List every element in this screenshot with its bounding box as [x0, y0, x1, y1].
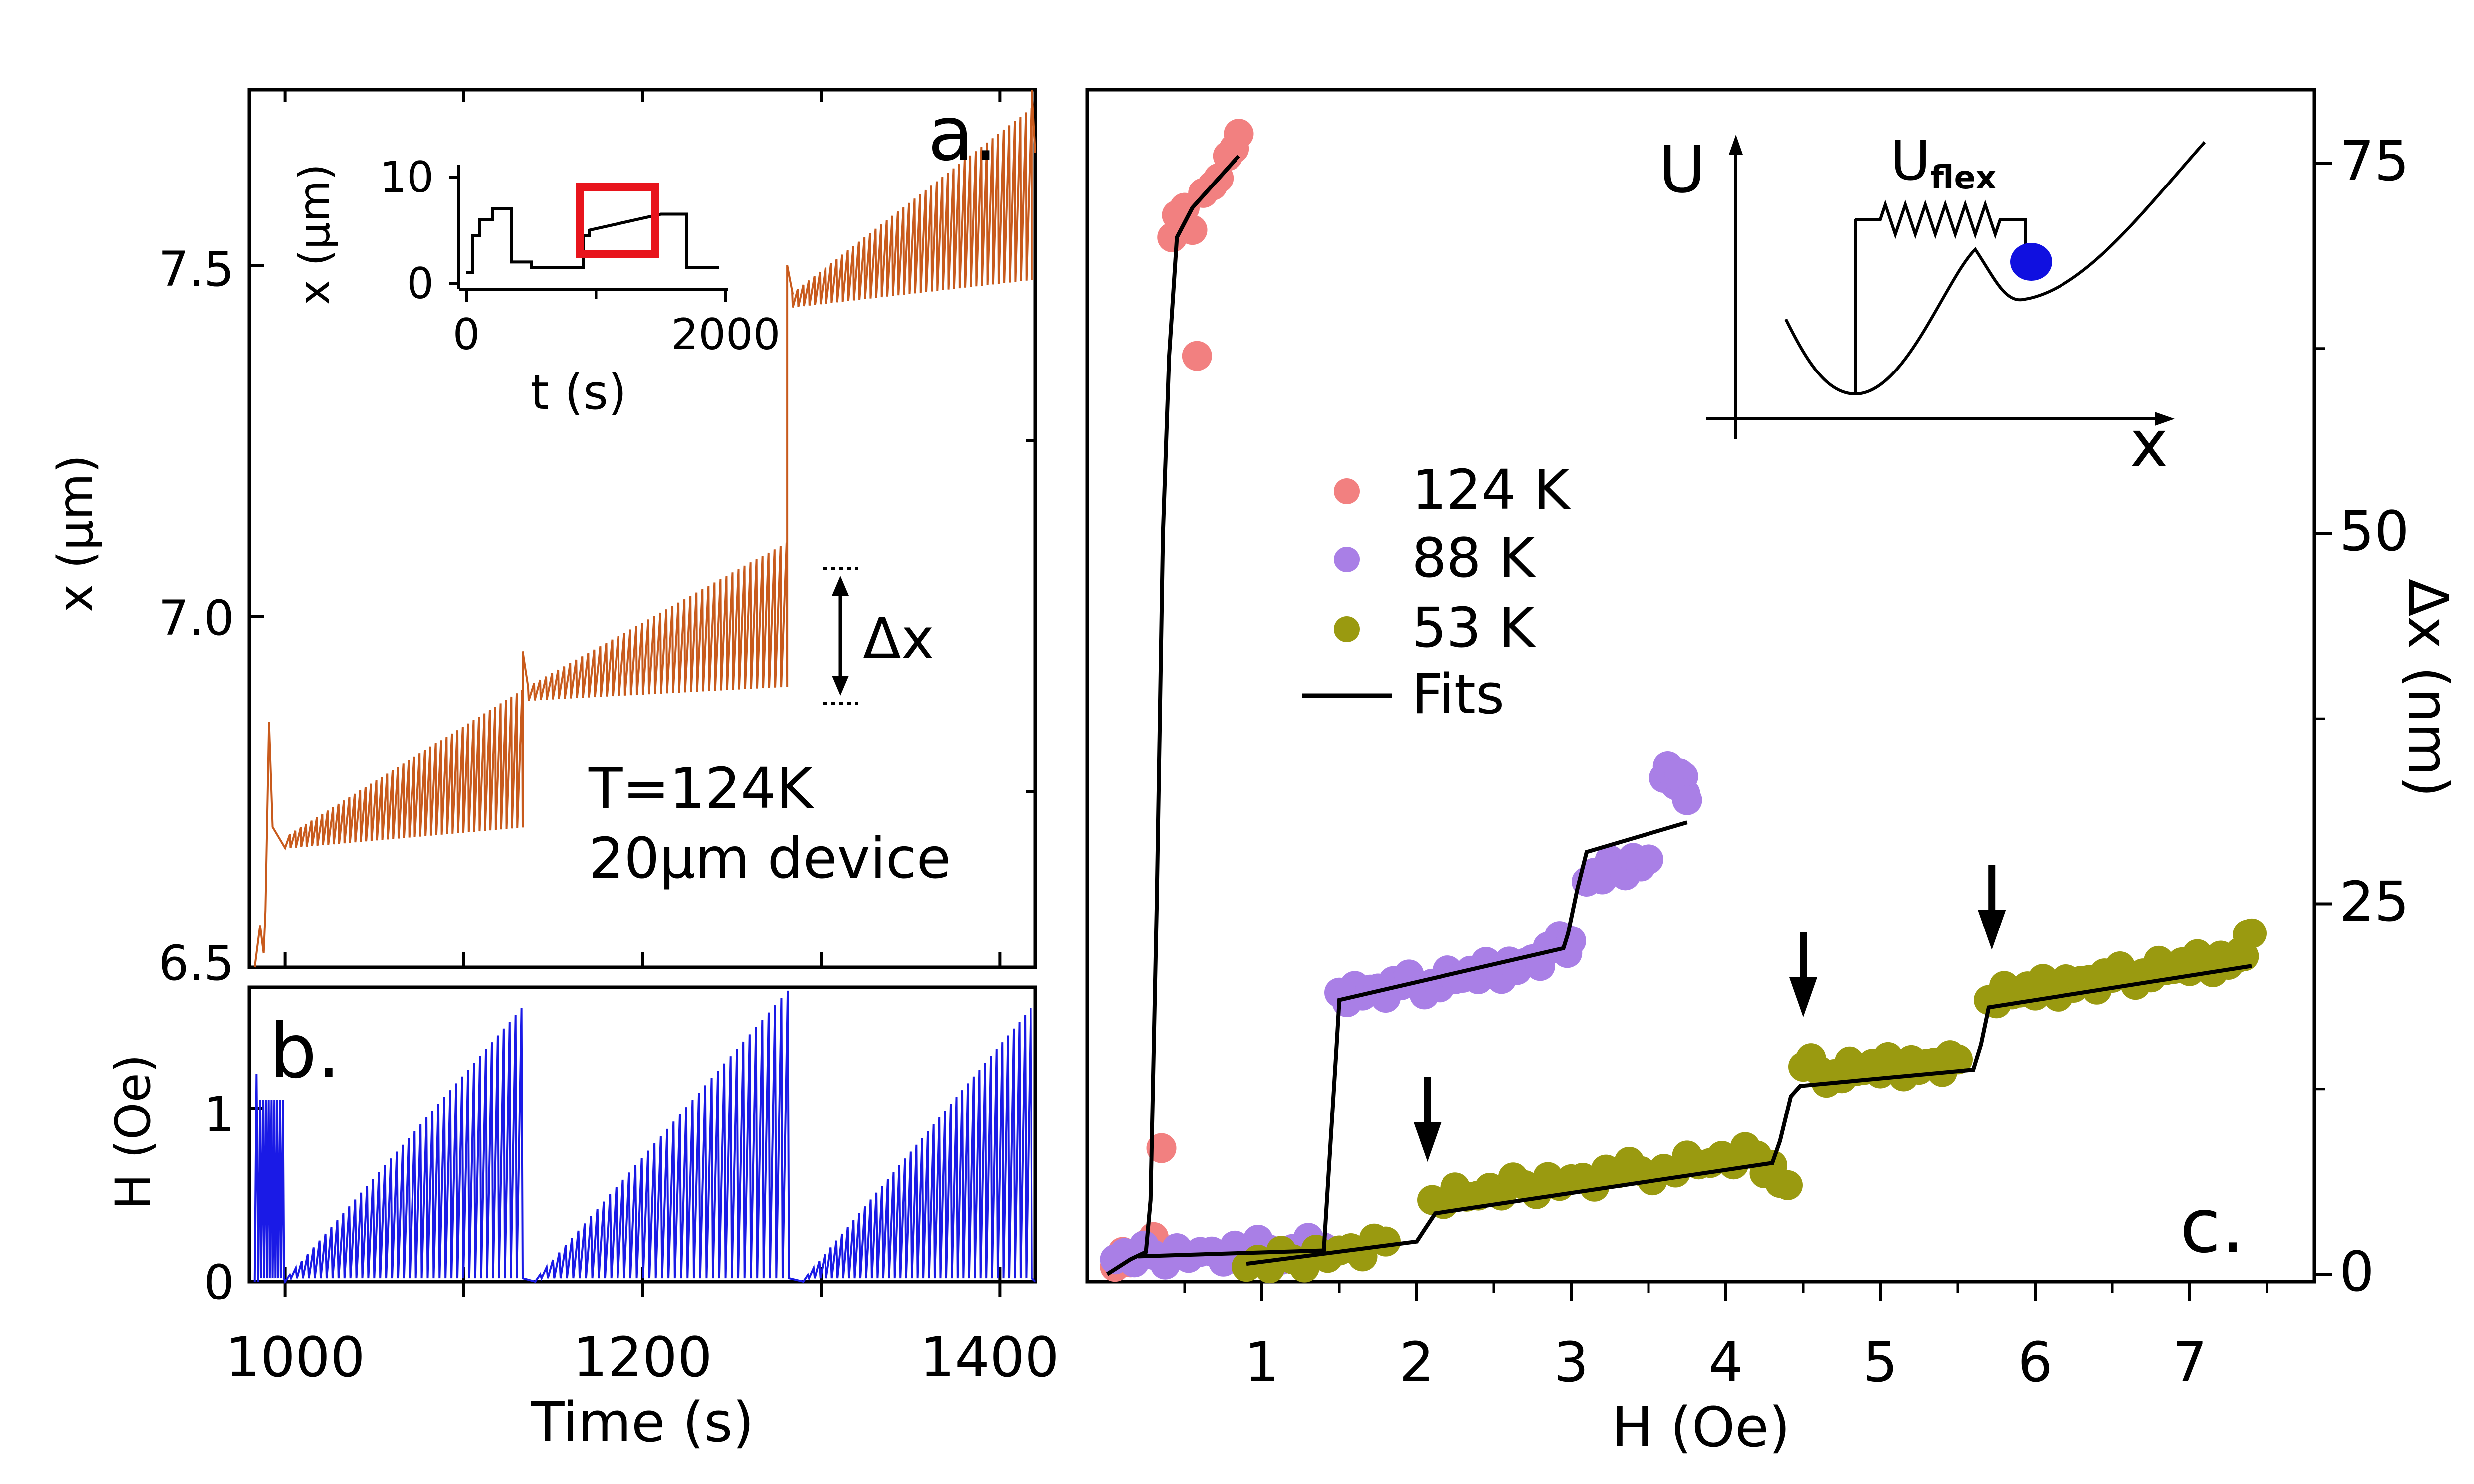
- panel-b-label: b.: [269, 1008, 341, 1095]
- panel-c-ylabel: Δx (nm): [2396, 579, 2460, 797]
- panel-c-xtick-labels: 1 2 3 4 5 6 7: [1244, 1330, 2207, 1394]
- panel-c-inset: U x U flex: [1658, 129, 2206, 482]
- inset-c-x-label: x: [2130, 406, 2168, 482]
- panel-ab-xtick-1200: 1200: [573, 1325, 712, 1389]
- panel-c-ticks: [1183, 162, 2332, 1301]
- point-124K: [1182, 341, 1212, 371]
- point-53K: [1943, 1044, 1973, 1075]
- fit-line-53K: [1246, 964, 2252, 1266]
- inset-a-xtick-2000: 2000: [671, 310, 781, 360]
- inset-a-xtick-0: 0: [453, 310, 480, 360]
- panel-c-xtick-3: 3: [1554, 1330, 1589, 1394]
- panel-c-xtick-6: 6: [2018, 1330, 2053, 1394]
- panel-ab-xlabel: Time (s): [530, 1390, 754, 1454]
- step-arrow-head: [1978, 910, 2006, 950]
- panel-c-xtick-2: 2: [1399, 1330, 1434, 1394]
- point-53K: [1773, 1170, 1803, 1200]
- point-88K: [1672, 785, 1702, 815]
- fit-line-124K: [1106, 154, 1240, 1276]
- delta-arrow-up: [832, 576, 849, 596]
- inset-c-potential-curve: [1784, 141, 2206, 396]
- point-53K: [1371, 1226, 1401, 1257]
- panel-a-ytick-6.5: 6.5: [158, 935, 234, 991]
- inset-c-yaxis-arrow: [1729, 135, 1743, 155]
- panel-a-label: a.: [928, 91, 998, 178]
- inset-c-xaxis-arrow: [2155, 412, 2175, 426]
- inset-c-ball: [2010, 243, 2052, 281]
- inset-a-ytick-10: 10: [380, 153, 434, 202]
- panel-a-ytick-7.0: 7.0: [158, 590, 234, 646]
- panel-c-ytick-25: 25: [2339, 870, 2409, 933]
- inset-c-spring: [1856, 199, 2027, 259]
- panel-c-xtick-4: 4: [1708, 1330, 1743, 1394]
- panel-c-plot: [1100, 119, 2267, 1284]
- step-arrow-head: [1789, 977, 1817, 1017]
- point-88K: [1634, 844, 1663, 875]
- inset-a-ytick-0: 0: [407, 259, 434, 309]
- inset-c-U-label: U: [1658, 132, 1706, 207]
- point-124K: [1146, 1133, 1177, 1163]
- panel-a-inset: 0 2000 0 10 t (s) x (μm): [290, 153, 780, 420]
- panel-c-ytick-75: 75: [2339, 129, 2409, 193]
- delta-arrow-down: [832, 676, 849, 696]
- point-53K: [2237, 918, 2267, 948]
- panel-c-ytick-0: 0: [2339, 1240, 2374, 1303]
- legend-label-88K: 88 K: [1412, 526, 1536, 590]
- panel-a-ytick-7.5: 7.5: [158, 241, 234, 297]
- panel-c-ytick-50: 50: [2339, 499, 2409, 563]
- point-124K: [1224, 119, 1254, 149]
- legend-label-53K: 53 K: [1412, 596, 1536, 660]
- inset-c-uflex-label: U: [1890, 129, 1931, 192]
- panel-b-ylabel: H (Oe): [105, 1054, 161, 1210]
- panel-c-xtick-5: 5: [1863, 1330, 1898, 1394]
- panel-c-frame: [1085, 88, 2316, 1284]
- panel-c-xlabel: H (Oe): [1612, 1395, 1790, 1459]
- panel-b-ytick-0: 0: [204, 1255, 234, 1310]
- panel-a-delta-label: Δx: [863, 607, 934, 672]
- panel-b-trace: [253, 990, 1036, 1284]
- panel-b-ytick-1: 1: [204, 1087, 234, 1142]
- panel-c-legend: 124 K 88 K 53 K Fits: [1302, 458, 1571, 726]
- panel-a-ticks: [249, 90, 1035, 969]
- panel-a-ylabel: x (μm): [48, 455, 104, 613]
- legend-label-124K: 124 K: [1412, 458, 1571, 522]
- inset-c-uflex-sub: flex: [1930, 160, 1996, 196]
- panel-a: 6.5 7.0 7.5 x (μm) a. T=124K 20μm device…: [48, 88, 1037, 991]
- panel-a-annotation-T: T=124K: [588, 756, 814, 821]
- panel-c-label: c.: [2180, 1183, 2245, 1270]
- panel-c-xtick-7: 7: [2172, 1330, 2207, 1394]
- legend-marker-53K: [1334, 616, 1360, 642]
- inset-a-ylabel: x (μm): [290, 164, 340, 305]
- point-88K: [1556, 926, 1586, 956]
- panel-a-trace: [253, 89, 1036, 968]
- inset-a-xlabel: t (s): [530, 365, 626, 420]
- panel-c-xtick-1: 1: [1244, 1330, 1279, 1394]
- legend-marker-124K: [1334, 478, 1360, 504]
- panel-ab-xtick-1400: 1400: [920, 1325, 1059, 1389]
- panel-b: 0 1 H (Oe) b. 1000 1200 1400 Time (s): [105, 985, 1059, 1454]
- inset-a-highlight-box: [576, 183, 659, 258]
- legend-marker-88K: [1334, 547, 1360, 572]
- fit-line-88K: [1138, 820, 1688, 1259]
- step-arrow-head: [1413, 1122, 1442, 1162]
- panel-a-x-trace: [253, 89, 1036, 968]
- panel-c: 1 2 3 4 5 6 7 H (Oe) 0 25 50 75 Δx (nm) …: [1085, 88, 2460, 1459]
- panel-a-annotation-device: 20μm device: [589, 826, 951, 891]
- legend-label-fits: Fits: [1412, 662, 1504, 726]
- panel-b-h-trace: [253, 990, 1036, 1284]
- inset-a-trace: [466, 207, 719, 274]
- panel-ab-xtick-1000: 1000: [225, 1325, 365, 1389]
